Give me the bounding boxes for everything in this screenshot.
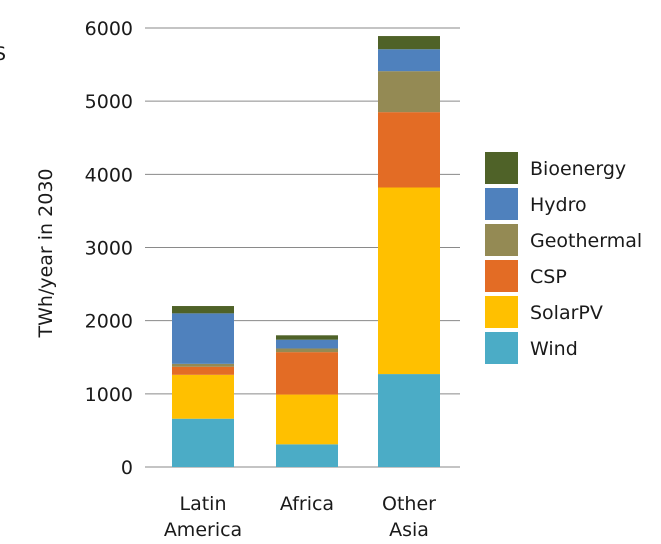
y-tick-label: 6000 bbox=[85, 18, 133, 40]
bar-segment-geothermal bbox=[378, 71, 440, 113]
bar-segment-geothermal bbox=[172, 363, 234, 367]
legend-label: CSP bbox=[530, 266, 567, 288]
bar-segment-bioenergy bbox=[172, 306, 234, 314]
legend: Bioenergy Hydro Geothermal CSP SolarPV Wind bbox=[485, 152, 642, 364]
legend-label: Bioenergy bbox=[530, 158, 626, 180]
legend-label: Wind bbox=[530, 338, 578, 360]
x-axis-categories: Latin America Africa Other Asia bbox=[164, 493, 436, 541]
bar-segment-wind bbox=[378, 374, 440, 467]
y-axis-ticks: 0 1000 2000 3000 4000 5000 6000 bbox=[85, 18, 133, 479]
y-tick-label: 3000 bbox=[85, 238, 133, 260]
x-category-label: Other bbox=[382, 493, 436, 515]
y-tick-label: 5000 bbox=[85, 91, 133, 113]
bar-segment-bioenergy bbox=[276, 335, 338, 340]
x-category-label: Latin bbox=[180, 493, 227, 515]
bar-segment-hydro bbox=[276, 339, 338, 349]
x-category-label: America bbox=[164, 519, 242, 541]
bar-segment-csp bbox=[276, 352, 338, 395]
legend-label: Hydro bbox=[530, 194, 587, 216]
legend-swatch bbox=[485, 224, 518, 256]
y-tick-label: 0 bbox=[121, 457, 133, 479]
bar-segment-wind bbox=[172, 418, 234, 467]
y-axis-label: TWh/year in 2030 bbox=[35, 169, 57, 339]
clipped-edge-glyph: S bbox=[0, 43, 6, 65]
bar-segment-solarpv bbox=[276, 394, 338, 445]
y-tick-label: 4000 bbox=[85, 164, 133, 186]
bar-segment-hydro bbox=[172, 313, 234, 364]
legend-label: Geothermal bbox=[530, 230, 642, 252]
legend-swatch bbox=[485, 188, 518, 220]
x-category-label: Asia bbox=[389, 519, 429, 541]
x-category-label: Africa bbox=[280, 493, 334, 515]
bars bbox=[172, 36, 440, 467]
y-tick-label: 2000 bbox=[85, 311, 133, 333]
legend-swatch bbox=[485, 152, 518, 184]
bar-segment-bioenergy bbox=[378, 36, 440, 50]
legend-swatch bbox=[485, 332, 518, 364]
legend-swatch bbox=[485, 260, 518, 292]
bar-segment-geothermal bbox=[276, 348, 338, 353]
bar-segment-hydro bbox=[378, 49, 440, 72]
bar-segment-csp bbox=[378, 112, 440, 188]
legend-swatch bbox=[485, 296, 518, 328]
bar-segment-csp bbox=[172, 366, 234, 375]
bar-segment-solarpv bbox=[172, 374, 234, 419]
bar-segment-wind bbox=[276, 444, 338, 467]
bar-segment-solarpv bbox=[378, 187, 440, 375]
legend-label: SolarPV bbox=[530, 302, 603, 324]
y-tick-label: 1000 bbox=[85, 384, 133, 406]
